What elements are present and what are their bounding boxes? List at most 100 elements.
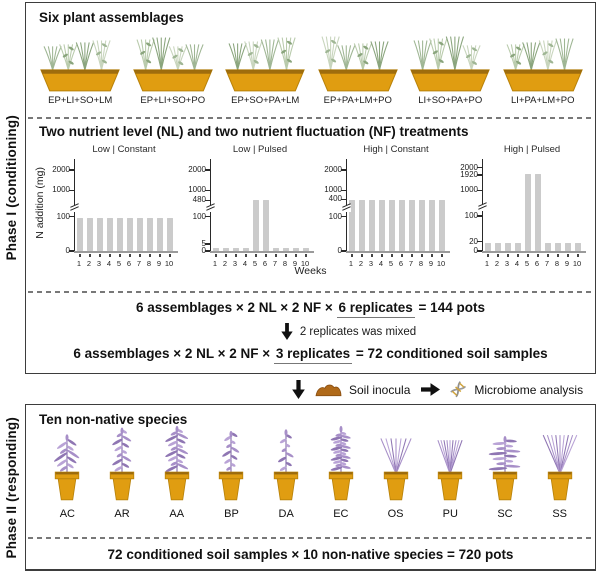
- species-pot-illustration: [54, 434, 80, 501]
- phase2-box: Ten non-native species AC AR AA BP DA EC OS PU S…: [25, 404, 596, 571]
- assemblage-item: EP+PA+LM+PO: [312, 28, 405, 106]
- mix-note-row: 2 replicates was mixed: [64, 323, 600, 340]
- species-title: Ten non-native species: [39, 412, 188, 427]
- x-tick-label: 7: [272, 259, 278, 268]
- y-tick-mark: [341, 169, 346, 171]
- y-tick-label: 2000: [460, 162, 478, 172]
- y-tick-mark: [69, 169, 74, 171]
- bar: [96, 217, 104, 251]
- y-tick-label: 0: [473, 246, 478, 255]
- axis-break-icon: [478, 201, 487, 211]
- bar: [418, 200, 426, 251]
- phase2-side-label: Phase II (responding): [3, 416, 19, 559]
- x-tick-label: 1: [348, 259, 354, 268]
- bar: [428, 200, 436, 251]
- assemblage-row: EP+LI+SO+LM EP+LI+SO+PO EP+SO+PA+LM EP+PA+L…: [34, 28, 589, 106]
- assemblages-title: Six plant assemblages: [39, 10, 184, 25]
- y-tick-label: 2000: [52, 165, 70, 175]
- bar: [292, 247, 300, 251]
- bar: [554, 242, 562, 251]
- y-tick-mark: [69, 250, 74, 252]
- y-tick-label: 1000: [188, 185, 206, 195]
- separator-dashed-2: [28, 291, 593, 293]
- phase1-box: Six plant assemblages EP+LI+SO+LM EP+LI+S…: [25, 2, 596, 374]
- bar: [574, 242, 582, 251]
- x-tick-label: 8: [146, 259, 152, 268]
- x-tick-label: 5: [252, 259, 258, 268]
- bar: [126, 217, 134, 251]
- x-tick-labels: 1 2 3 4 5 6 7 8 9 10: [210, 259, 310, 268]
- bar: [388, 200, 396, 251]
- y-tick-mark: [205, 169, 210, 171]
- x-tick-label: 5: [116, 259, 122, 268]
- species-pot-illustration: [542, 434, 577, 501]
- bar: [514, 242, 522, 251]
- species-label: OS: [387, 508, 404, 520]
- x-tick-label: 4: [514, 259, 520, 268]
- y-tick-label: 1000: [460, 185, 478, 195]
- bar: [106, 217, 114, 251]
- bar: [136, 217, 144, 251]
- bar: [368, 200, 376, 251]
- species-label: AA: [169, 508, 185, 520]
- separator-dashed-3: [28, 537, 593, 539]
- assemblage-item: EP+LI+SO+PO: [127, 28, 220, 106]
- bar: [262, 200, 270, 251]
- bars: [483, 159, 583, 251]
- x-tick-label: 2: [86, 259, 92, 268]
- bar: [564, 242, 572, 251]
- y-tick-mark: [205, 189, 210, 191]
- x-ticks: [211, 253, 311, 258]
- species-item: BP: [204, 420, 259, 520]
- assemblage-label: EP+LI+SO+LM: [48, 95, 113, 106]
- formula-line-2-prefix: 6 assemblages × 2 NL × 2 NF ×: [73, 346, 274, 361]
- microbiome-analysis-label: Microbiome analysis: [474, 382, 584, 397]
- assemblage-item: LI+SO+PA+PO: [404, 28, 497, 106]
- x-axis-line: [346, 250, 450, 253]
- y-tick-label: 400: [328, 194, 342, 204]
- bar: [222, 247, 230, 251]
- nutrient-chart: Low | Constant 2000 1000 100 0 1 2 3 4 5 6 7 8 9 10: [44, 144, 180, 268]
- axis-break-icon: [342, 202, 351, 212]
- bar: [212, 247, 220, 251]
- plot-area: 2000 1000 100 0: [52, 159, 178, 258]
- formula-line-2-underlined: 3 replicates: [273, 346, 353, 364]
- x-tick-labels: 1 2 3 4 5 6 7 8 9 10: [482, 259, 582, 268]
- chart-title: High | Pulsed: [503, 144, 561, 155]
- x-tick-label: 7: [544, 259, 550, 268]
- x-tick-label: 1: [212, 259, 218, 268]
- assemblage-label: EP+PA+LM+PO: [323, 95, 392, 106]
- species-label: BP: [224, 508, 239, 520]
- bar: [438, 200, 446, 251]
- y-tick-mark: [477, 215, 482, 217]
- x-tick-labels: 1 2 3 4 5 6 7 8 9 10: [74, 259, 174, 268]
- y-tick-mark: [477, 241, 482, 243]
- soil-inocula-icon: [315, 384, 342, 396]
- species-item: AC: [40, 420, 95, 520]
- bar: [252, 200, 260, 251]
- species-label: PU: [442, 508, 458, 520]
- assemblage-item: EP+LI+SO+LM: [34, 28, 127, 106]
- y-tick-label: 5: [201, 239, 206, 249]
- y-tick-label: 100: [328, 211, 342, 221]
- x-tick-label: 2: [222, 259, 228, 268]
- x-tick-label: 10: [164, 259, 174, 268]
- y-tick-mark: [477, 250, 482, 252]
- bar: [156, 217, 164, 251]
- separator-dashed-1: [28, 117, 593, 119]
- x-tick-label: 1: [484, 259, 490, 268]
- plot-area: 2000 1920 1000 100 20 0: [460, 159, 586, 258]
- species-item: PU: [423, 420, 478, 520]
- assemblage-pot-illustration: [502, 38, 583, 92]
- x-tick-label: 8: [554, 259, 560, 268]
- x-ticks: [483, 253, 583, 258]
- x-tick-label: 1: [76, 259, 82, 268]
- bar: [524, 174, 532, 251]
- y-tick-label: 100: [192, 211, 206, 221]
- x-tick-label: 3: [368, 259, 374, 268]
- formula-line-1: 6 assemblages × 2 NL × 2 NF × 6 replicat…: [26, 300, 595, 318]
- x-tick-label: 8: [418, 259, 424, 268]
- x-tick-label: 7: [408, 259, 414, 268]
- assemblage-label: LI+SO+PA+PO: [418, 95, 483, 106]
